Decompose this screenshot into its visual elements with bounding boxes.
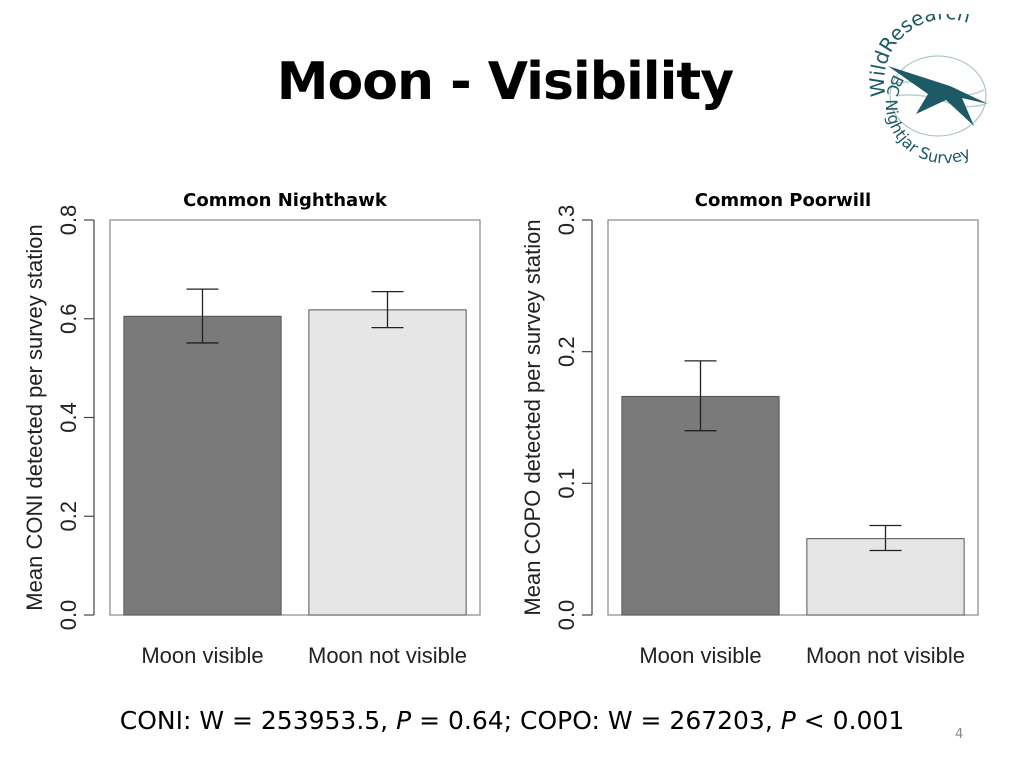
chart-common-poorwill: Common Poorwill 0.0 0.1 0.2 0.3 Mean COPO det…	[520, 190, 979, 668]
y-tick-label: 0.3	[554, 205, 579, 236]
x-category-label: Moon visible	[639, 643, 761, 668]
chart-title: Common Poorwill	[695, 190, 871, 211]
y-axis-label: Mean CONI detected per survey station	[22, 224, 47, 610]
plot-frame	[109, 219, 481, 616]
bird-circle-logo-icon: WildResearch BC Nightjar Survey	[865, 14, 988, 164]
page-number: 4	[955, 727, 964, 742]
stats-p1-symbol: P	[396, 706, 412, 735]
plot-frame	[607, 219, 979, 616]
y-tick-label: 0.1	[554, 468, 579, 499]
bar	[308, 309, 467, 616]
slide-title: Moon - Visibility	[276, 52, 734, 112]
statistics-summary: CONI: W = 253953.5, P = 0.64; COPO: W = …	[0, 706, 1024, 735]
bar	[806, 538, 965, 616]
x-category-label: Moon not visible	[308, 643, 467, 668]
y-tick-label: 0.2	[56, 501, 81, 532]
stats-p2-symbol: P	[780, 706, 796, 735]
y-tick-label: 0.8	[56, 205, 81, 236]
x-category-label: Moon not visible	[806, 643, 965, 668]
y-tick-label: 0.6	[56, 303, 81, 334]
y-tick-label: 0.2	[554, 336, 579, 367]
bar	[621, 395, 780, 616]
y-axis-label: Mean COPO detected per survey station	[520, 219, 545, 615]
y-tick-label: 0.0	[554, 600, 579, 631]
chart-common-nighthawk: Common Nighthawk 0.0 0.2 0.4 0.6 0.8 Mean CONI…	[22, 190, 481, 668]
y-tick-label: 0.4	[56, 402, 81, 433]
x-category-label: Moon visible	[141, 643, 263, 668]
stats-p2-rest: < 0.001	[795, 706, 905, 735]
y-tick-label: 0.0	[56, 600, 81, 631]
chart-title: Common Nighthawk	[183, 190, 388, 211]
bar	[123, 315, 282, 616]
stats-prefix: CONI: W = 253953.5,	[119, 706, 397, 735]
stats-p1-rest: = 0.64; COPO: W = 267203,	[411, 706, 781, 735]
